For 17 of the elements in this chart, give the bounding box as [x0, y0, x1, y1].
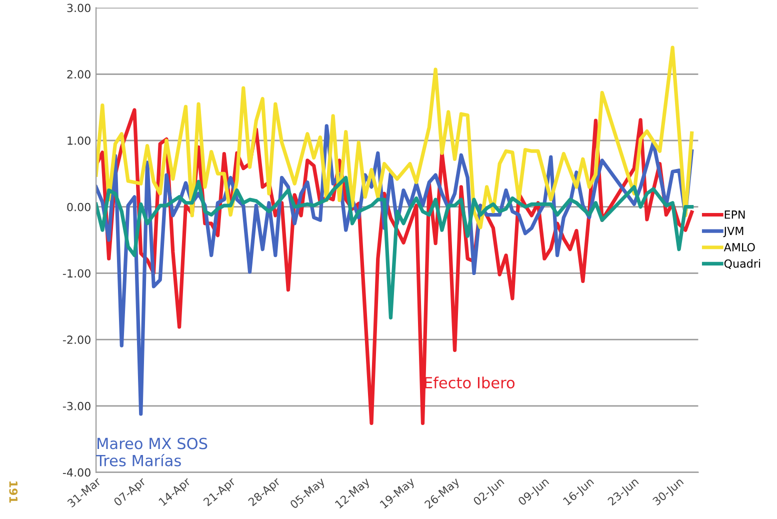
annotation: Mareo MX SOS Tres Marías	[96, 438, 208, 466]
y-tick-label: 2.00	[67, 70, 90, 79]
legend-label: EPN	[724, 210, 745, 219]
text: 191	[9, 481, 18, 503]
annotation: Efecto Ibero	[424, 376, 515, 388]
y-tick-label: -1.00	[62, 269, 90, 278]
y-tick-label: -4.00	[62, 468, 90, 477]
y-tick-label: 1.00	[68, 136, 90, 145]
line-series	[96, 176, 694, 320]
y-tick-label: 0.00	[67, 202, 90, 212]
legend-label: JVM	[723, 226, 744, 238]
y-tick-label: -3.00	[62, 402, 90, 410]
line-series	[96, 46, 694, 230]
legend-label: AMLO	[724, 243, 755, 252]
y-tick-label: -2.00	[62, 336, 90, 344]
legend-label: Quadri	[724, 259, 760, 269]
y-tick-label: 3.00	[67, 4, 90, 12]
